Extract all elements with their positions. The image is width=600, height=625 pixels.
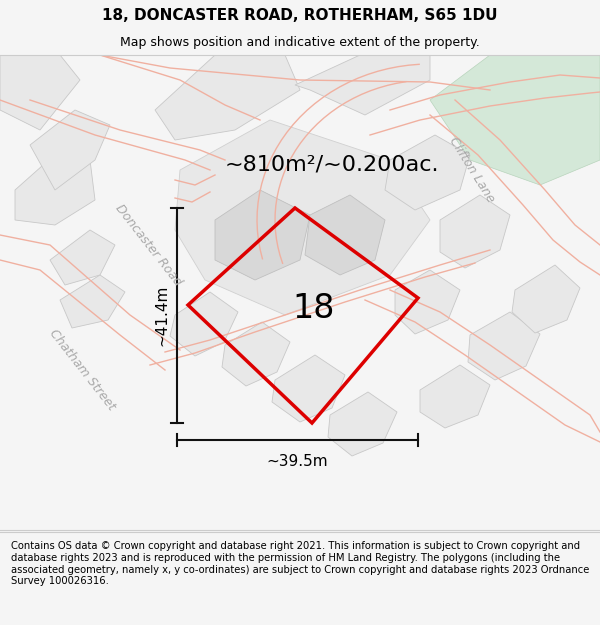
Polygon shape: [328, 392, 397, 456]
Text: Chatham Street: Chatham Street: [46, 327, 118, 413]
Polygon shape: [15, 150, 95, 225]
Polygon shape: [30, 110, 110, 190]
Polygon shape: [420, 365, 490, 428]
Text: Clifton Lane: Clifton Lane: [446, 135, 497, 205]
Polygon shape: [60, 275, 125, 328]
Text: 18, DONCASTER ROAD, ROTHERHAM, S65 1DU: 18, DONCASTER ROAD, ROTHERHAM, S65 1DU: [102, 8, 498, 23]
Polygon shape: [222, 322, 290, 386]
Polygon shape: [295, 55, 430, 115]
Polygon shape: [468, 312, 540, 380]
Polygon shape: [50, 230, 115, 285]
Text: Map shows position and indicative extent of the property.: Map shows position and indicative extent…: [120, 36, 480, 49]
Polygon shape: [215, 190, 310, 280]
Text: ~41.4m: ~41.4m: [154, 285, 169, 346]
Polygon shape: [155, 55, 300, 140]
Polygon shape: [305, 195, 385, 275]
Polygon shape: [175, 120, 430, 315]
Text: Contains OS data © Crown copyright and database right 2021. This information is : Contains OS data © Crown copyright and d…: [11, 541, 589, 586]
Text: Doncaster Road: Doncaster Road: [112, 202, 184, 288]
Polygon shape: [440, 195, 510, 268]
Text: ~39.5m: ~39.5m: [266, 454, 328, 469]
Polygon shape: [385, 135, 470, 210]
Polygon shape: [170, 292, 238, 356]
Polygon shape: [272, 355, 345, 422]
Polygon shape: [0, 55, 80, 130]
Polygon shape: [395, 270, 460, 334]
Text: 18: 18: [292, 292, 334, 325]
Polygon shape: [512, 265, 580, 333]
Polygon shape: [430, 55, 600, 185]
Text: ~810m²/~0.200ac.: ~810m²/~0.200ac.: [225, 155, 439, 175]
